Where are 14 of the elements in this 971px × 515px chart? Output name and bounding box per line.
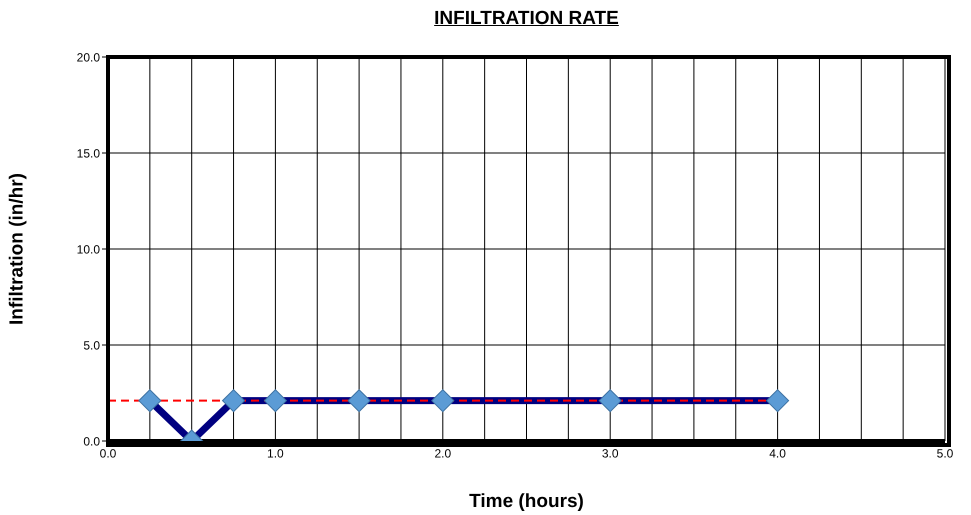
x-tick-label: 1.0 [267,446,284,461]
chart-title: INFILTRATION RATE [433,8,620,30]
x-tick-label: 5.0 [936,446,954,461]
y-tick-label: 20.0 [76,50,100,64]
y-axis-title: Infiltration (in/hr) [6,173,28,325]
y-tick-label: 0.0 [83,434,100,448]
x-axis-title: Time (hours) [469,491,584,512]
x-tick-label: 4.0 [769,446,786,461]
x-tick-label: 3.0 [602,446,619,461]
x-tick-label: 2.0 [434,446,452,461]
y-tick-label: 5.0 [83,338,100,352]
y-tick-label: 10.0 [76,242,100,256]
y-tick-label: 15.0 [76,146,100,160]
x-tick-label: 0.0 [100,446,117,461]
